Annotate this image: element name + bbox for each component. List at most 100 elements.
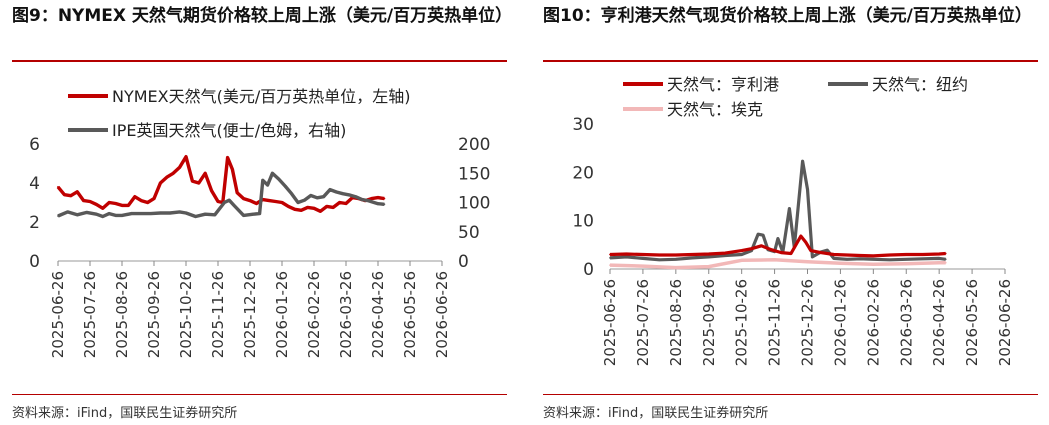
data-point (316, 196, 319, 199)
data-point (625, 253, 628, 255)
figure-10-panel: 图10：亨利港天然气现货价格较上周上涨（美元/百万英热单位） 0 10 20 30 20… (543, 0, 1048, 425)
x-tick-label: 2025-07-26 (634, 279, 652, 366)
data-point (674, 258, 677, 261)
data-point (268, 199, 271, 202)
x-tick-label: 2026-01-26 (831, 279, 849, 366)
data-point (95, 213, 98, 216)
x-tick-label: 2026-02-26 (864, 279, 882, 366)
data-point (872, 263, 875, 266)
data-point (332, 206, 335, 209)
data-point (252, 213, 255, 216)
data-point (609, 253, 611, 256)
data-point (306, 206, 309, 209)
data-point (146, 201, 149, 204)
legend-label-1: 天然气：亨利港 (667, 75, 779, 94)
data-point (300, 209, 303, 212)
data-point (921, 253, 924, 256)
data-point (944, 258, 947, 261)
series-line-2 (57, 171, 385, 219)
data-point (642, 265, 644, 267)
data-point (76, 213, 79, 216)
data-point (274, 200, 277, 203)
figure-9-source: 资料来源：iFind，国联民生证券研究所 (12, 406, 238, 421)
data-point (108, 212, 111, 215)
data-point (69, 194, 72, 197)
data-point (859, 254, 862, 257)
data-point (348, 194, 351, 196)
data-point (674, 254, 677, 256)
data-point (938, 261, 941, 264)
data-point (290, 192, 293, 195)
legend-label-3: 天然气：埃克 (667, 100, 763, 119)
legend-label-1: NYMEX天然气(美元/百万英热单位，左轴) (112, 87, 411, 106)
y-right-tick-label: 150 (458, 164, 490, 184)
data-point (691, 257, 694, 259)
x-tick-label: 2026-05-26 (401, 271, 419, 358)
henry-hub-spot-chart: 0 10 20 30 2025-06-26 2025-07-26 2025-08-26 202… (572, 75, 1014, 366)
x-tick-label: 2025-12-26 (241, 271, 259, 358)
data-point (130, 212, 133, 215)
data-point (204, 213, 207, 216)
data-point (95, 203, 98, 206)
y-right-tick-label: 0 (458, 252, 469, 272)
data-point (826, 249, 829, 252)
data-point (114, 214, 117, 217)
data-point (159, 182, 162, 184)
data-point (938, 253, 941, 255)
data-point (197, 182, 200, 184)
data-point (800, 235, 802, 238)
data-point (277, 178, 280, 180)
data-point (658, 254, 661, 256)
legend-label-2: IPE英国天然气(便士/色姆，右轴) (112, 121, 346, 140)
data-point (261, 179, 264, 182)
x-tick-label: 2026-02-26 (305, 271, 323, 358)
data-point (724, 252, 727, 255)
legend-label-2: 天然气：纽约 (872, 75, 968, 94)
data-point (204, 172, 207, 175)
data-point (921, 257, 924, 260)
data-point (707, 253, 710, 255)
data-point (319, 210, 322, 213)
data-point (345, 202, 347, 205)
data-point (832, 253, 835, 256)
data-point (89, 200, 91, 203)
data-point (76, 190, 79, 193)
data-point (284, 185, 287, 187)
data-point (383, 197, 386, 200)
data-point (740, 253, 743, 256)
data-point (609, 257, 611, 259)
data-point (609, 264, 611, 266)
data-point (757, 233, 759, 236)
data-point (859, 257, 862, 260)
data-point (750, 247, 753, 250)
data-point (303, 199, 306, 202)
data-point (217, 200, 219, 203)
data-point (159, 212, 162, 214)
data-point (707, 265, 710, 268)
figure-9-panel: 图9：NYMEX 天然气期货价格较上周上涨（美元/百万英热单位） 0 2 4 6 0 50… (12, 0, 517, 425)
x-tick-label: 2025-12-26 (799, 279, 817, 366)
data-point (322, 195, 325, 198)
data-point (740, 249, 743, 252)
data-point (281, 201, 283, 204)
data-point (642, 253, 644, 256)
data-point (178, 211, 181, 213)
x-tick-label: 2025-07-26 (81, 271, 99, 358)
data-point (226, 156, 229, 159)
data-point (223, 201, 226, 204)
data-point (82, 199, 85, 202)
y-left-tick-label: 0 (29, 252, 40, 272)
x-tick-label: 2026-04-26 (930, 279, 948, 366)
data-point (266, 184, 269, 186)
data-point (770, 248, 773, 251)
data-point (85, 211, 88, 214)
data-point (255, 202, 258, 205)
data-point (101, 215, 104, 218)
y-tick-label: 0 (583, 260, 594, 280)
data-point (811, 256, 814, 258)
data-point (271, 172, 274, 175)
data-point (905, 262, 908, 265)
figure-10-title: 图10：亨利港天然气现货价格较上周上涨（美元/百万英热单位） (543, 6, 1032, 26)
data-point (888, 258, 891, 261)
data-point (287, 205, 290, 208)
